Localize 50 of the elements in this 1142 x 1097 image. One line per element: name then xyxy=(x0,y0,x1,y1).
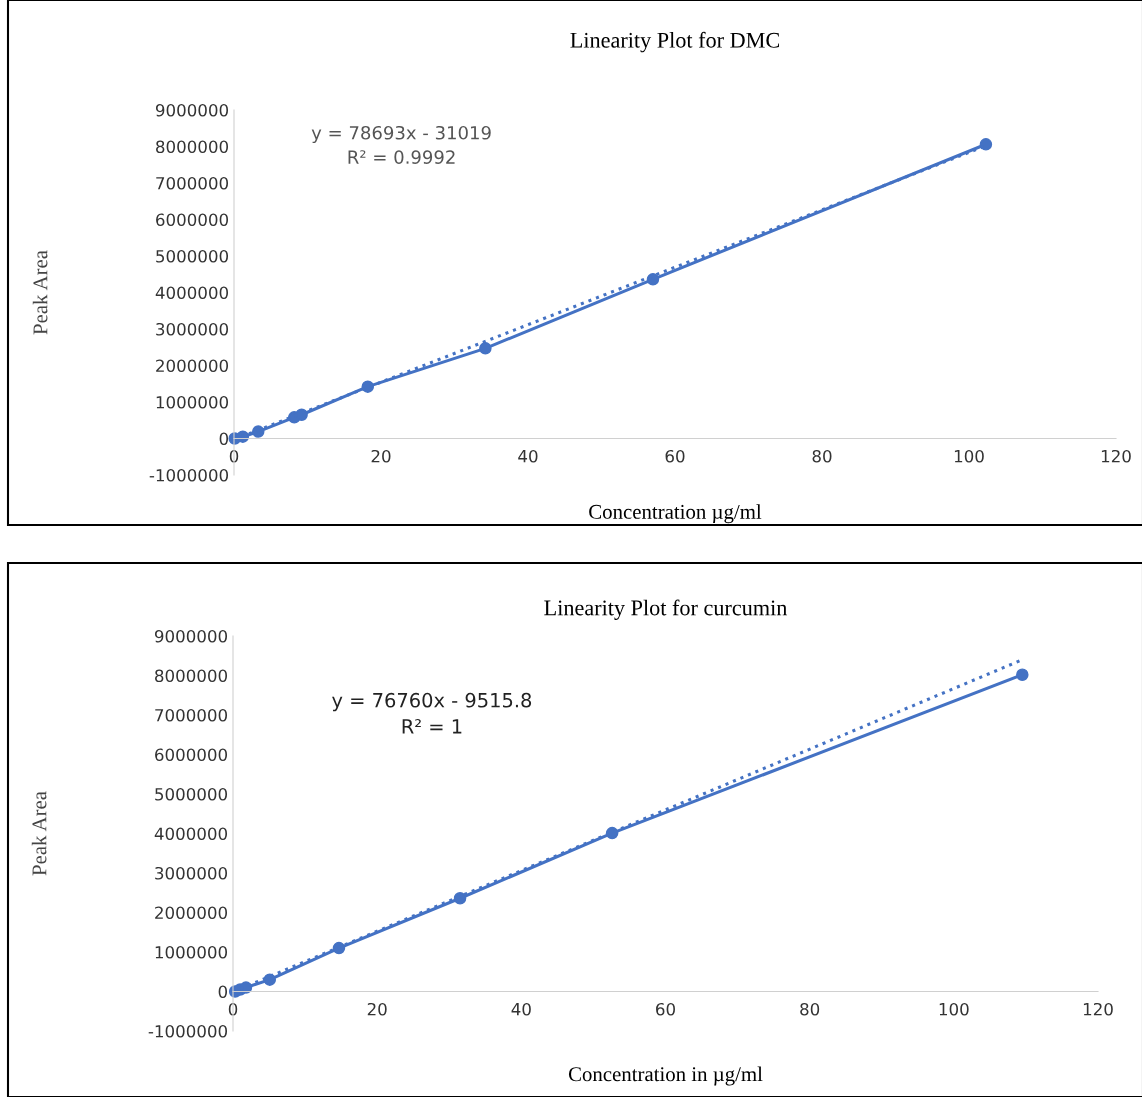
x-tick-label: 40 xyxy=(511,1002,531,1016)
y-tick-label: 8000000 xyxy=(156,140,229,154)
y-axis-title: Peak Area xyxy=(31,791,47,876)
y-axis-title: Peak Area xyxy=(32,250,48,335)
y-tick-label: 8000000 xyxy=(155,669,228,683)
x-tick-label: 80 xyxy=(800,1002,820,1016)
chart-title: Linearity Plot for curcumin xyxy=(544,599,788,620)
x-axis-title: Concentration in µg/ml xyxy=(568,1066,763,1086)
annotation: y = 78693x - 31019 R² = 0.9992 xyxy=(311,125,491,164)
y-tick-label: 4000000 xyxy=(155,286,229,300)
y-tick-label: 3000000 xyxy=(156,322,229,336)
y-tick-label: 4000000 xyxy=(154,827,228,841)
y-tick-label: 0 xyxy=(218,985,228,999)
x-tick-label: 60 xyxy=(656,1002,675,1016)
x-tick-label: 40 xyxy=(518,449,538,463)
x-tick-label: 20 xyxy=(371,449,391,463)
point xyxy=(479,342,492,355)
x-tick-label: 0 xyxy=(228,1002,238,1016)
annotation: y = 76760x - 9515.8 R² = 1 xyxy=(332,692,532,734)
y-tick-label: 0 xyxy=(219,432,229,446)
point xyxy=(252,425,265,438)
x-axis-title: Concentration µg/ml xyxy=(589,504,762,524)
chart-title: Linearity Plot for DMC xyxy=(570,31,780,53)
point xyxy=(646,273,660,286)
y-tick-label: 6000000 xyxy=(155,748,228,762)
x-tick-label: 80 xyxy=(812,449,832,463)
point xyxy=(1016,668,1029,681)
x-tick-label: 60 xyxy=(665,449,685,463)
y-tick-label: 3000000 xyxy=(155,866,228,880)
y-tick-label: 1000000 xyxy=(155,945,228,959)
y-tick-label: 9000000 xyxy=(155,103,229,117)
y-tick-label: 5000000 xyxy=(156,249,229,263)
point xyxy=(332,941,346,955)
x-tick-label: 120 xyxy=(1083,1002,1113,1016)
y-tick-label: 2000000 xyxy=(155,906,228,920)
y-tick-label: 6000000 xyxy=(156,213,229,227)
y-tick-label: 9000000 xyxy=(154,629,228,643)
y-tick-label: -1000000 xyxy=(148,1024,228,1038)
x-tick-label: 20 xyxy=(367,1002,387,1016)
y-tick-label: -1000000 xyxy=(149,468,229,482)
x-tick-label: 120 xyxy=(1101,449,1131,463)
x-tick-label: 0 xyxy=(229,449,239,463)
x-tick-label: 100 xyxy=(954,449,984,463)
y-tick-label: 1000000 xyxy=(156,395,229,409)
y-tick-label: 7000000 xyxy=(156,176,229,190)
y-tick-label: 5000000 xyxy=(155,787,228,801)
y-tick-label: 7000000 xyxy=(155,708,228,722)
point xyxy=(979,138,993,151)
y-tick-label: 2000000 xyxy=(156,359,229,373)
x-tick-label: 100 xyxy=(939,1002,969,1016)
